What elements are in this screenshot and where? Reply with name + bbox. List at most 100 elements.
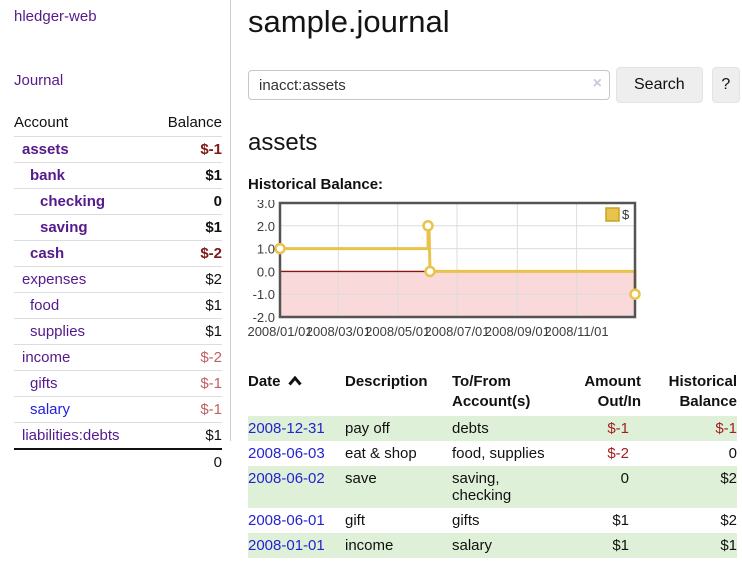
svg-text:3.0: 3.0 xyxy=(257,200,275,211)
transaction-description: save xyxy=(345,466,452,508)
chart-legend: $ xyxy=(605,207,630,222)
accounts-table-header: Account Balance xyxy=(14,110,222,137)
svg-text:2008/11/01: 2008/11/01 xyxy=(545,324,609,339)
svg-text:2.0: 2.0 xyxy=(257,219,275,234)
account-balance: $-2 xyxy=(151,344,222,371)
account-link-food[interactable]: food xyxy=(30,297,60,314)
sort-ascending-icon xyxy=(288,375,302,386)
sidebar: hledger-web Journal Account Balance asse… xyxy=(0,0,231,475)
account-row-saving: saving $1 xyxy=(14,214,222,241)
account-link-gifts[interactable]: gifts xyxy=(30,375,58,392)
account-link-checking[interactable]: checking xyxy=(40,193,106,210)
data-point-markers xyxy=(274,220,641,300)
main-content: sample.journal × Search ? assets Histori… xyxy=(247,0,740,558)
search-input[interactable] xyxy=(248,70,610,100)
account-link-liabilities-debts[interactable]: liabilities:debts xyxy=(22,427,120,444)
marker-2008-12-31[interactable] xyxy=(629,288,641,300)
register-header-date[interactable]: Date xyxy=(248,370,345,416)
transaction-description: income xyxy=(345,533,452,558)
account-balance: $-1 xyxy=(151,136,222,163)
register-header-row: Date Description To/From Account(s) Amou… xyxy=(248,370,737,416)
account-row-salary: salary $-1 xyxy=(14,396,222,423)
chart-title: Historical Balance: xyxy=(248,176,384,193)
account-link-cash[interactable]: cash xyxy=(30,245,65,262)
marker-2008-06-03[interactable] xyxy=(424,265,436,278)
account-link-expenses[interactable]: expenses xyxy=(22,271,87,288)
transaction-description: pay off xyxy=(345,416,452,441)
register-row[interactable]: 2008-06-03 eat & shop food, supplies $-2… xyxy=(248,441,737,466)
transaction-accounts: debts xyxy=(452,416,566,441)
account-link-salary[interactable]: salary xyxy=(30,401,71,418)
search-button[interactable]: Search xyxy=(616,67,703,103)
register-row[interactable]: 2008-01-01 income salary $1 $1 xyxy=(248,533,737,558)
account-balance: $1 xyxy=(151,422,222,450)
account-row-cash: cash $-2 xyxy=(14,240,222,267)
clear-search-icon[interactable]: × xyxy=(592,75,602,92)
account-balance: $2 xyxy=(151,266,222,293)
register-row[interactable]: 2008-12-31 pay off debts $-1 $-1 xyxy=(248,416,737,441)
transaction-balance: 0 xyxy=(728,445,737,462)
transaction-date-link[interactable]: 2008-06-03 xyxy=(248,445,325,462)
account-row-liabilities-debts: liabilities:debts $1 xyxy=(14,422,222,450)
transaction-amount: $-1 xyxy=(566,416,641,441)
search-box: × xyxy=(248,70,610,100)
account-balance: $1 xyxy=(151,214,222,241)
chart-canvas: $ 3.0 2.0 1.0 0.0 -1.0 -2.0 2008/01/01 2… xyxy=(247,196,641,339)
app-brand-link[interactable]: hledger-web xyxy=(14,8,97,25)
account-row-bank: bank $1 xyxy=(14,162,222,189)
account-row-checking: checking 0 xyxy=(14,188,222,215)
sidebar-item-journal[interactable]: Journal xyxy=(14,72,64,89)
chart-border xyxy=(278,201,637,319)
help-button[interactable]: ? xyxy=(711,67,740,103)
account-balance: $1 xyxy=(151,162,222,189)
marker-2008-01-01[interactable] xyxy=(274,242,286,255)
account-row-food: food $1 xyxy=(14,292,222,319)
transaction-accounts: salary xyxy=(452,533,566,558)
account-row-income: income $-2 xyxy=(14,344,222,371)
account-link-income[interactable]: income xyxy=(22,349,71,366)
accounts-header-balance: Balance xyxy=(151,110,222,137)
transaction-date-link[interactable]: 2008-06-02 xyxy=(248,470,325,487)
account-balance: $-2 xyxy=(151,240,222,267)
svg-text:2008/03/01: 2008/03/01 xyxy=(306,324,371,339)
accounts-total-value: 0 xyxy=(151,448,222,475)
transaction-date-link[interactable]: 2008-01-01 xyxy=(248,537,325,554)
accounts-header-account: Account xyxy=(14,110,152,137)
page-title: sample.journal xyxy=(248,4,450,39)
svg-text:2008/09/01: 2008/09/01 xyxy=(485,324,550,339)
x-axis-labels: 2008/01/01 2008/03/01 2008/05/01 2008/07… xyxy=(247,324,609,339)
svg-text:2008/05/01: 2008/05/01 xyxy=(365,324,430,339)
historical-balance-chart: $ 3.0 2.0 1.0 0.0 -1.0 -2.0 2008/01/01 2… xyxy=(247,196,740,353)
register-table: Date Description To/From Account(s) Amou… xyxy=(248,370,737,558)
transaction-balance: $2 xyxy=(720,512,737,529)
transaction-date-link[interactable]: 2008-06-01 xyxy=(248,512,325,529)
account-section-title: assets xyxy=(248,129,318,156)
register-row[interactable]: 2008-06-01 gift gifts $1 $2 xyxy=(248,508,737,533)
account-link-assets[interactable]: assets xyxy=(22,141,69,158)
marker-2008-06-01[interactable] xyxy=(422,220,434,232)
transaction-accounts: gifts xyxy=(452,512,480,529)
account-row-expenses: expenses $2 xyxy=(14,266,222,293)
account-link-saving[interactable]: saving xyxy=(40,219,88,236)
transaction-amount: 0 xyxy=(566,466,641,508)
svg-text:1.0: 1.0 xyxy=(257,242,275,257)
account-link-supplies[interactable]: supplies xyxy=(30,323,86,340)
transaction-amount: $1 xyxy=(566,533,641,558)
register-row[interactable]: 2008-06-02 save saving, checking 0 $2 xyxy=(248,466,737,508)
svg-text:2008/01/01: 2008/01/01 xyxy=(248,324,313,339)
transaction-description: gift xyxy=(345,512,366,529)
register-header-accounts: To/From Account(s) xyxy=(452,373,531,410)
account-link-bank[interactable]: bank xyxy=(30,167,66,184)
account-balance: $1 xyxy=(151,318,222,345)
account-row-assets: assets $-1 xyxy=(14,136,222,163)
transaction-balance: $1 xyxy=(641,533,737,558)
legend-swatch xyxy=(605,207,620,222)
svg-text:2008/07/01: 2008/07/01 xyxy=(424,324,489,339)
register-header-balance: Historical Balance xyxy=(668,373,737,410)
account-row-supplies: supplies $1 xyxy=(14,318,222,345)
transaction-accounts: food, supplies xyxy=(452,445,545,462)
transaction-balance: $-1 xyxy=(641,416,737,441)
transaction-description: eat & shop xyxy=(345,445,417,462)
transaction-date-link[interactable]: 2008-12-31 xyxy=(248,420,325,437)
legend-label: $ xyxy=(622,207,630,222)
